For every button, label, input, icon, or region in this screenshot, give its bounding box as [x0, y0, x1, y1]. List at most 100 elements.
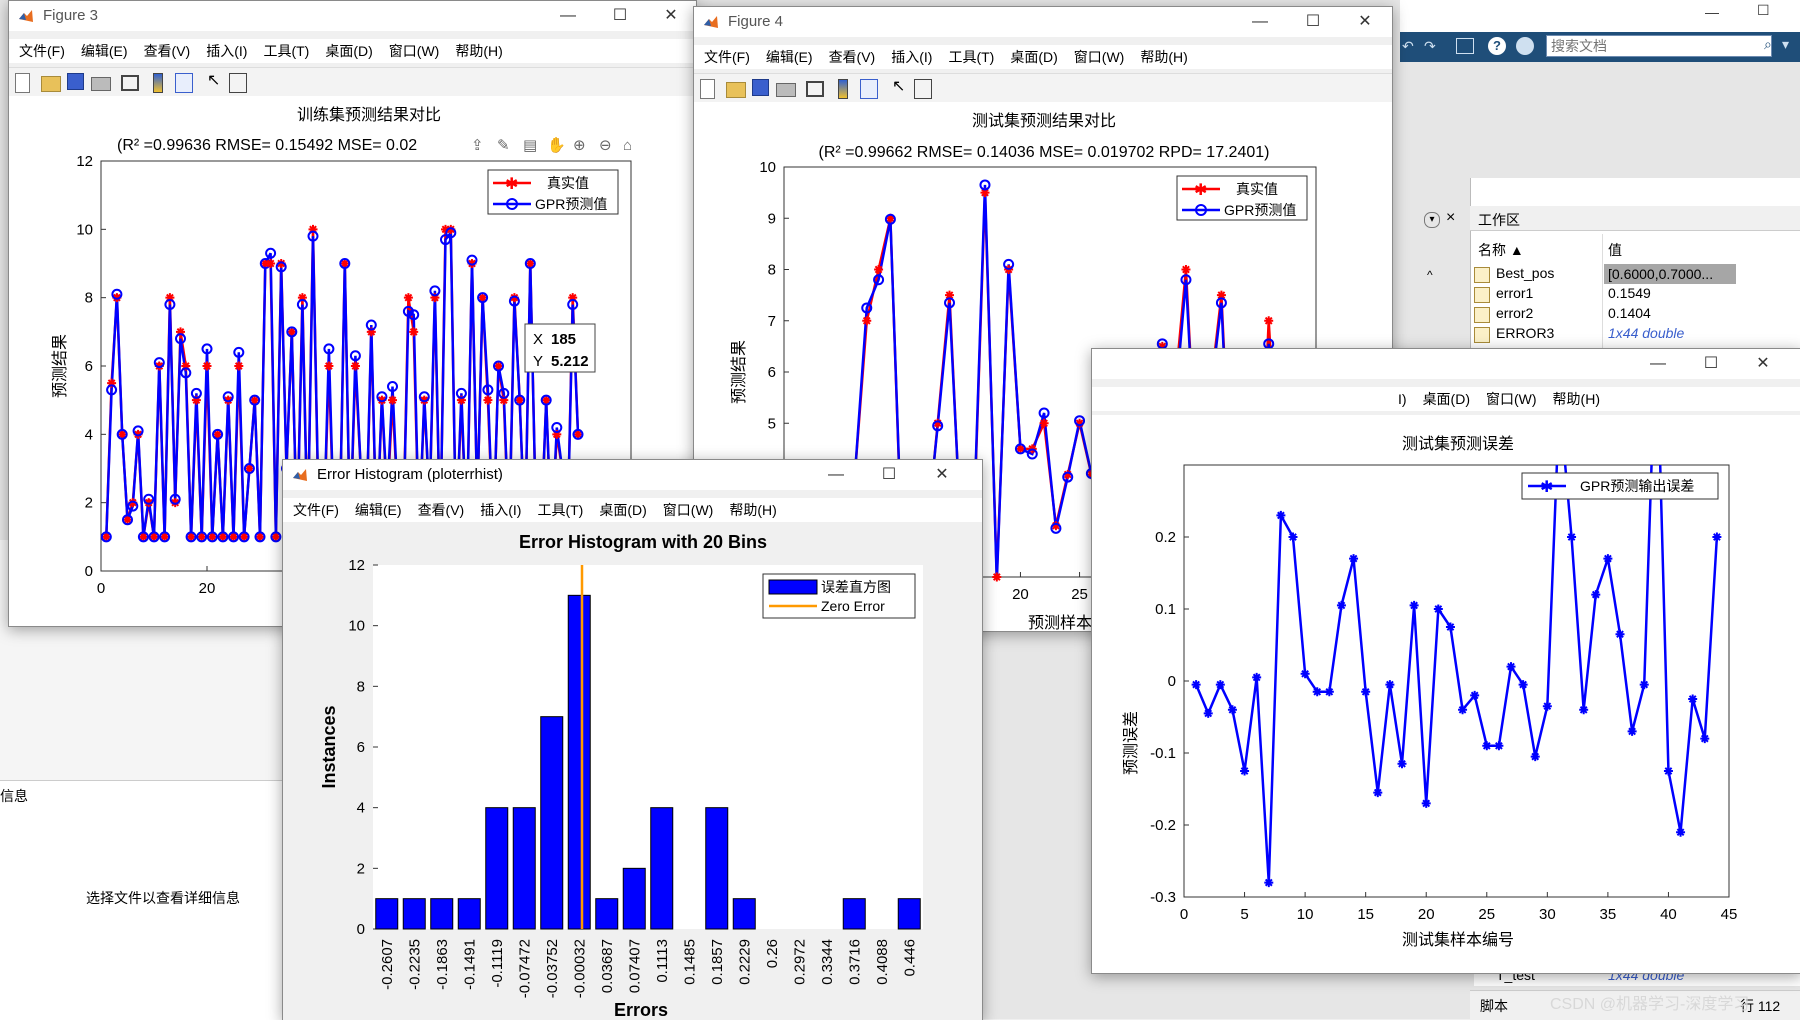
fig3-true-point[interactable] [467, 259, 477, 268]
menu-help[interactable]: 帮助(H) [1140, 49, 1188, 65]
fig3-pred-point[interactable] [540, 394, 552, 406]
fig4-pred-point[interactable] [1050, 522, 1062, 534]
filter-icon[interactable]: ▾ [1782, 36, 1790, 52]
legend-box[interactable] [1176, 175, 1308, 221]
fig3-true-point[interactable] [276, 259, 286, 268]
menu-edit[interactable]: 编辑(E) [80, 43, 128, 59]
redo-icon[interactable]: ↷ [1424, 38, 1436, 54]
fig3-true-point[interactable] [160, 532, 170, 542]
error-point[interactable] [1433, 604, 1443, 614]
error-point[interactable] [1688, 694, 1698, 704]
error-point[interactable] [1567, 532, 1577, 542]
datatip-box[interactable] [524, 323, 596, 373]
fig3-pred-point[interactable] [365, 319, 377, 331]
print-icon[interactable] [776, 83, 796, 97]
fig3-pred-point[interactable] [169, 493, 181, 505]
error-point[interactable] [1203, 708, 1213, 718]
menu-window[interactable]: 窗口(W) [388, 43, 440, 59]
fig3-true-point[interactable] [218, 532, 228, 542]
fig3-true-point[interactable] [244, 464, 254, 473]
menu-insert[interactable]: 插入(I) [891, 49, 933, 65]
close-button[interactable]: ✕ [1358, 13, 1372, 30]
fig3-true-point[interactable] [377, 395, 387, 405]
fig3-true-point[interactable] [117, 429, 127, 439]
minimize-button[interactable]: — [1650, 355, 1666, 372]
fig3-pred-point[interactable] [387, 381, 398, 392]
fig3-true-point[interactable] [308, 224, 318, 234]
error-point[interactable] [1252, 672, 1262, 682]
maximize-button[interactable]: ☐ [612, 7, 628, 24]
figure4-titlebar[interactable]: Figure 4 — ☐ ✕ [694, 7, 1392, 37]
fig3-pred-point[interactable] [254, 531, 266, 543]
menu-tools[interactable]: 工具(T) [263, 43, 310, 59]
error-point[interactable] [1530, 752, 1540, 762]
error-point[interactable] [1663, 766, 1673, 776]
home-icon[interactable]: ⌂ [623, 137, 632, 154]
histogram-bar[interactable] [842, 898, 866, 930]
menu-desktop[interactable]: 桌面(D) [1010, 49, 1058, 65]
fig3-pred-point[interactable] [148, 531, 160, 543]
datatip-icon[interactable]: ▤ [523, 137, 537, 154]
error-point[interactable] [1409, 600, 1419, 610]
brush-icon[interactable]: ✎ [497, 137, 510, 154]
menu-insert[interactable]: I) [1398, 391, 1407, 407]
error-point[interactable] [1397, 759, 1407, 769]
fig4-pred-point[interactable] [1026, 448, 1038, 460]
fig4-true-point[interactable] [874, 265, 884, 274]
fig3-pred-point[interactable] [111, 288, 123, 300]
fig3-true-point[interactable] [191, 395, 201, 405]
fig3-true-point[interactable] [229, 532, 238, 542]
legend-icon[interactable] [175, 73, 193, 93]
matlab-max-button[interactable]: ☐ [1757, 2, 1770, 18]
error-point[interactable] [1240, 766, 1250, 776]
fig3-pred-point[interactable] [265, 247, 277, 259]
fig3-pred-point[interactable] [286, 326, 298, 338]
fig3-true-point[interactable] [234, 361, 244, 371]
fig4-pred-point[interactable] [1215, 297, 1227, 309]
fig3-pred-point[interactable] [233, 346, 245, 358]
export-icon[interactable]: ⇪ [471, 137, 484, 154]
open-file-icon[interactable] [41, 76, 61, 92]
fig4-true-point[interactable] [992, 572, 1002, 582]
histogram-bar[interactable] [732, 898, 756, 930]
fig4-true-point[interactable] [980, 188, 990, 198]
fig3-pred-point[interactable] [323, 343, 335, 355]
property-inspector-icon[interactable] [229, 73, 247, 93]
fig4-true-point[interactable] [1181, 265, 1191, 274]
error-point[interactable] [1361, 687, 1371, 697]
menu-desktop[interactable]: 桌面(D) [599, 502, 647, 518]
fig3-true-point[interactable] [324, 361, 334, 371]
search-docs-input[interactable] [1546, 35, 1772, 57]
menu-tools[interactable]: 工具(T) [537, 502, 584, 518]
fig3-true-point[interactable] [403, 293, 413, 303]
fig3-pred-point[interactable] [153, 357, 165, 369]
error-point[interactable] [1639, 680, 1649, 690]
print-icon[interactable] [91, 77, 111, 91]
fig4-pred-point[interactable] [1062, 471, 1074, 483]
histogram-window[interactable]: Error Histogram (ploterrhist) — ☐ ✕ 文件(F… [282, 459, 983, 1020]
histogram-bar[interactable] [705, 807, 729, 930]
fig3-pred-point[interactable] [243, 463, 255, 474]
fig3-true-point[interactable] [128, 498, 138, 508]
legend-box[interactable] [1521, 472, 1719, 500]
fig3-true-point[interactable] [197, 532, 207, 542]
fig3-pred-point[interactable] [127, 500, 139, 512]
maximize-button[interactable]: ☐ [1305, 13, 1321, 30]
fig4-true-point[interactable] [1075, 418, 1085, 428]
histogram-bar[interactable] [595, 898, 619, 930]
fig3-true-point[interactable] [430, 293, 440, 303]
error-point[interactable] [1458, 705, 1468, 715]
fig3-true-point[interactable] [419, 395, 429, 405]
fig4-pred-point[interactable] [861, 302, 873, 314]
fig3-true-point[interactable] [446, 224, 456, 234]
fig4-true-point[interactable] [1039, 418, 1049, 428]
fig3-pred-point[interactable] [132, 425, 144, 437]
fig3-true-point[interactable] [112, 293, 122, 303]
help-icon[interactable]: ? [1488, 37, 1506, 55]
fig3-pred-point[interactable] [296, 299, 308, 310]
save-icon[interactable] [67, 73, 84, 90]
close-button[interactable]: ✕ [1756, 355, 1770, 372]
fig3-true-point[interactable] [573, 429, 583, 439]
fig4-true-point[interactable] [945, 290, 955, 300]
minimize-button[interactable]: — [828, 466, 844, 483]
